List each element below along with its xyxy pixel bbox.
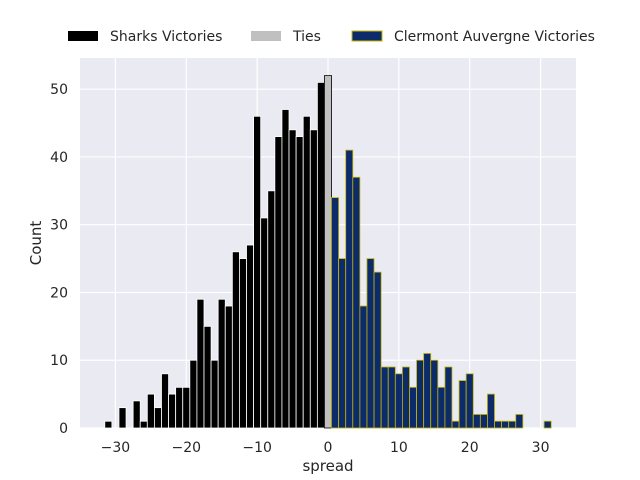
bar [338, 258, 347, 429]
bar [239, 258, 247, 429]
bar [224, 305, 233, 429]
bar [472, 414, 481, 429]
bar [416, 359, 425, 429]
bar [231, 251, 240, 429]
bar [465, 373, 474, 429]
bar [288, 129, 297, 429]
bar [479, 414, 488, 429]
bar [153, 407, 162, 429]
legend-swatch [351, 30, 383, 42]
x-tick-label: −20 [172, 440, 202, 456]
x-axis-label: spread [302, 457, 353, 475]
bar [345, 149, 354, 429]
bar [217, 298, 226, 429]
bar [401, 366, 410, 429]
bar [281, 109, 290, 429]
bar [302, 115, 311, 429]
legend-swatch [68, 31, 98, 41]
bar [487, 393, 495, 429]
bar [210, 359, 219, 429]
bar [409, 386, 417, 429]
x-tick-label: 0 [324, 440, 333, 456]
bars [104, 75, 552, 429]
legend: Sharks Victories Ties Clermont Auvergne Vi… [68, 29, 595, 45]
y-tick-label: 20 [50, 285, 68, 301]
bar [394, 373, 403, 429]
x-tick-label: 10 [390, 440, 408, 456]
bar [324, 75, 332, 429]
bar [543, 420, 552, 429]
bar [295, 136, 304, 429]
bar [189, 359, 198, 429]
y-tick-label: 0 [59, 421, 68, 437]
legend-label: Clermont Auvergne Victories [394, 29, 595, 45]
bar [196, 298, 205, 429]
bar [175, 386, 184, 429]
bar [309, 129, 318, 429]
legend-label: Sharks Victories [110, 29, 222, 45]
legend-swatch [251, 31, 281, 41]
bar [132, 400, 141, 429]
y-axis-ticks: 0 10 20 30 40 50 [50, 82, 68, 437]
bar [246, 244, 254, 429]
x-tick-label: −30 [101, 440, 131, 456]
legend-label: Ties [292, 29, 321, 45]
y-tick-label: 30 [50, 218, 68, 234]
bar [458, 380, 467, 429]
bar [508, 420, 517, 429]
x-tick-label: 20 [461, 440, 479, 456]
x-tick-label: −10 [242, 440, 272, 456]
x-axis-ticks: −30 −20 −10 0 10 20 30 [101, 440, 550, 456]
bar [146, 393, 155, 429]
bar [274, 136, 283, 429]
bar [373, 271, 382, 429]
bar [139, 420, 148, 429]
bar [387, 366, 396, 429]
y-tick-label: 50 [50, 82, 68, 98]
bar [161, 373, 169, 429]
bar [501, 420, 510, 429]
y-axis-label: Count [27, 221, 45, 266]
y-tick-label: 40 [50, 150, 68, 166]
bar [182, 386, 191, 429]
bar [451, 420, 460, 429]
bar [168, 393, 177, 429]
bar [359, 305, 368, 429]
bar [316, 81, 325, 429]
x-tick-label: 30 [532, 440, 550, 456]
bar [430, 359, 439, 429]
bar [515, 414, 524, 429]
bar [494, 420, 502, 429]
bar [267, 190, 276, 429]
bar [260, 217, 269, 429]
bar [118, 407, 127, 429]
bar [253, 115, 262, 429]
bar [437, 386, 446, 429]
bar [104, 420, 113, 429]
bar [380, 366, 389, 429]
bar [352, 176, 361, 429]
bar [331, 197, 340, 429]
bar [444, 366, 453, 429]
bar [423, 353, 432, 429]
y-tick-label: 10 [50, 353, 68, 369]
bar [203, 325, 212, 429]
bar [366, 258, 375, 429]
